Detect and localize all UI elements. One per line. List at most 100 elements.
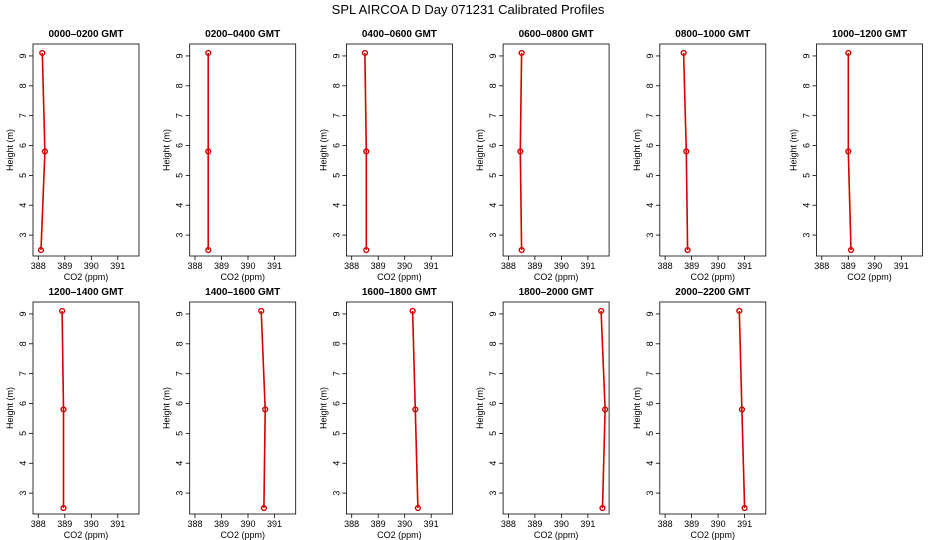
x-axis-label: CO2 (ppm) xyxy=(691,272,736,282)
x-tick-label: 390 xyxy=(397,519,412,529)
panel-title: 0000–0200 GMT xyxy=(48,29,123,40)
y-tick-label: 3 xyxy=(18,233,28,238)
y-tick-label: 3 xyxy=(488,233,498,238)
data-point xyxy=(258,307,265,315)
x-tick-label: 390 xyxy=(554,519,569,529)
y-tick-label: 3 xyxy=(802,233,812,238)
plot-frame xyxy=(659,43,767,257)
y-tick-label: 7 xyxy=(488,371,498,376)
x-tick-label: 388 xyxy=(344,261,359,271)
panel-title: 2000–2200 GMT xyxy=(675,287,750,298)
profile-line xyxy=(738,310,746,509)
y-tick-label: 3 xyxy=(488,491,498,496)
data-point xyxy=(736,307,743,315)
x-tick-label: 388 xyxy=(658,261,673,271)
y-axis-label: Height (m) xyxy=(5,387,15,429)
data-point xyxy=(205,148,212,155)
data-point xyxy=(37,246,45,254)
panel-title: 0800–1000 GMT xyxy=(675,29,750,40)
x-axis-label: CO2 (ppm) xyxy=(847,272,892,282)
y-tick-label: 5 xyxy=(488,431,498,436)
y-tick-label: 9 xyxy=(331,311,341,316)
y-axis-label: Height (m) xyxy=(162,129,172,171)
plot-frame xyxy=(345,301,453,515)
y-tick-label: 8 xyxy=(18,341,28,346)
x-tick-label: 388 xyxy=(501,519,516,529)
x-tick-label: 388 xyxy=(187,261,202,271)
y-tick-label: 9 xyxy=(488,53,498,58)
y-tick-label: 8 xyxy=(331,83,341,88)
x-tick-label: 388 xyxy=(344,519,359,529)
profile-line xyxy=(600,310,606,509)
data-point xyxy=(599,504,606,512)
y-tick-label: 4 xyxy=(18,203,28,208)
x-axis-label: CO2 (ppm) xyxy=(64,272,109,282)
y-tick-label: 7 xyxy=(18,371,28,376)
y-tick-label: 8 xyxy=(175,341,185,346)
y-tick-label: 7 xyxy=(331,371,341,376)
x-tick-label: 391 xyxy=(110,519,125,529)
y-tick-label: 8 xyxy=(488,341,498,346)
x-axis-label: CO2 (ppm) xyxy=(534,272,579,282)
x-tick-label: 388 xyxy=(658,519,673,529)
data-point xyxy=(205,246,212,254)
y-tick-label: 4 xyxy=(645,461,655,466)
profile-line xyxy=(411,310,419,509)
data-point xyxy=(518,49,525,57)
panel-title: 1800–2000 GMT xyxy=(519,287,594,298)
data-point xyxy=(41,148,49,155)
y-tick-label: 4 xyxy=(18,461,28,466)
y-tick-label: 5 xyxy=(175,173,185,178)
page-title: SPL AIRCOA D Day 071231 Calibrated Profi… xyxy=(331,2,605,17)
y-tick-label: 6 xyxy=(488,401,498,406)
x-tick-label: 390 xyxy=(397,261,412,271)
x-tick-label: 391 xyxy=(267,519,282,529)
y-tick-label: 5 xyxy=(331,431,341,436)
y-tick-label: 7 xyxy=(645,371,655,376)
data-point xyxy=(845,49,852,57)
x-tick-label: 389 xyxy=(371,519,386,529)
y-axis-label: Height (m) xyxy=(5,129,15,171)
panel-title: 0200–0400 GMT xyxy=(205,29,280,40)
panel-title: 0400–0600 GMT xyxy=(362,29,437,40)
y-tick-label: 8 xyxy=(488,83,498,88)
plot-frame xyxy=(32,43,140,257)
x-tick-label: 388 xyxy=(187,519,202,529)
y-axis-label: Height (m) xyxy=(475,129,485,171)
data-point xyxy=(680,49,687,57)
y-axis-label: Height (m) xyxy=(632,387,642,429)
data-point xyxy=(260,504,268,512)
x-axis-label: CO2 (ppm) xyxy=(377,272,422,282)
data-point xyxy=(738,406,746,413)
y-tick-label: 7 xyxy=(488,113,498,118)
plot-frame xyxy=(816,43,923,257)
plot-frame xyxy=(189,301,297,515)
y-tick-label: 9 xyxy=(18,53,28,58)
data-point xyxy=(847,246,855,254)
data-point xyxy=(205,49,212,57)
x-tick-label: 389 xyxy=(527,519,542,529)
data-point xyxy=(60,504,67,512)
y-tick-label: 3 xyxy=(645,233,655,238)
y-tick-label: 9 xyxy=(802,53,812,58)
y-tick-label: 3 xyxy=(331,491,341,496)
y-tick-label: 5 xyxy=(802,173,812,178)
profile-line xyxy=(61,310,65,508)
x-tick-label: 389 xyxy=(214,519,229,529)
y-tick-label: 4 xyxy=(645,203,655,208)
y-tick-label: 5 xyxy=(331,173,341,178)
x-axis-label: CO2 (ppm) xyxy=(534,530,579,540)
x-tick-label: 391 xyxy=(580,519,595,529)
y-tick-label: 9 xyxy=(175,53,185,58)
y-axis-label: Height (m) xyxy=(318,387,328,429)
y-tick-label: 8 xyxy=(645,83,655,88)
data-point xyxy=(683,148,690,155)
x-tick-label: 390 xyxy=(84,261,99,271)
y-tick-label: 7 xyxy=(175,371,185,376)
data-point xyxy=(39,49,46,57)
data-point xyxy=(845,148,852,155)
x-tick-label: 391 xyxy=(737,519,752,529)
x-axis-label: CO2 (ppm) xyxy=(377,530,422,540)
